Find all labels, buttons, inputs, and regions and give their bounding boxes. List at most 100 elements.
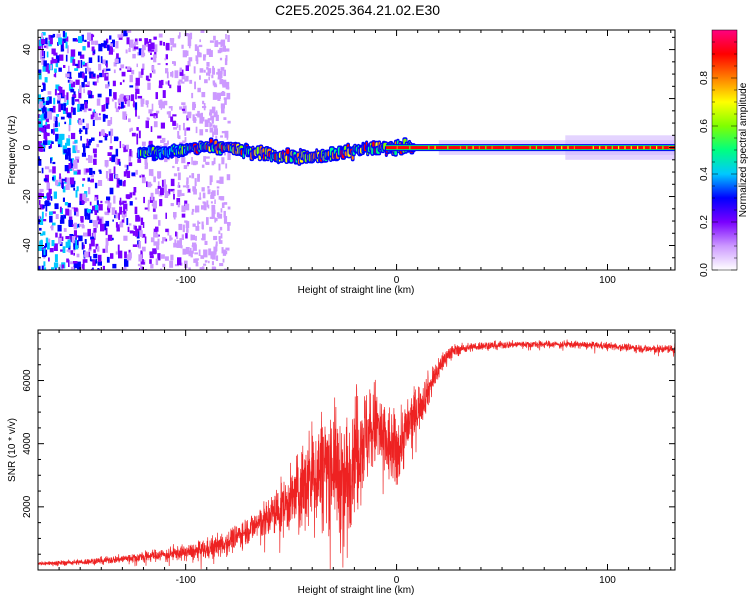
spectrogram-noise-cell bbox=[112, 263, 117, 269]
spectrogram-noise-cell bbox=[68, 65, 70, 74]
spectrogram-carrier-segment bbox=[662, 146, 664, 150]
spectrogram-noise-cell bbox=[224, 58, 228, 66]
spectrogram-noise-cell bbox=[50, 196, 53, 201]
spectrogram-noise-cell bbox=[187, 61, 191, 67]
spectrogram-noise-cell bbox=[64, 36, 69, 42]
spectrogram-noise-cell bbox=[67, 147, 71, 156]
spectrogram-noise-cell bbox=[176, 123, 179, 128]
spectrogram-noise-cell bbox=[78, 130, 83, 132]
spectrogram-noise-cell bbox=[188, 45, 191, 49]
spectrogram-noise-cell bbox=[45, 212, 47, 217]
spectrogram-noise-cell bbox=[82, 193, 87, 201]
spectrogram-noise-cell bbox=[38, 94, 41, 98]
spectrogram-noise-cell bbox=[123, 171, 127, 177]
spectrogram-noise-cell bbox=[106, 68, 111, 71]
spectrogram-noise-cell bbox=[188, 189, 190, 193]
spectrogram-noise-cell bbox=[83, 145, 86, 153]
spectrogram-noise-cell bbox=[181, 44, 184, 49]
spectrogram-noise-cell bbox=[69, 168, 73, 171]
spectrogram-noise-cell bbox=[154, 115, 157, 120]
spectrogram-noise-cell bbox=[87, 90, 92, 95]
spectrogram-noise-cell bbox=[138, 225, 142, 231]
spectrogram-noise-cell bbox=[109, 35, 112, 40]
spectrogram-noise-cell bbox=[209, 127, 213, 133]
spectrogram-noise-cell bbox=[177, 81, 181, 85]
spectrogram-noise-cell bbox=[81, 264, 84, 269]
spectrogram-noise-cell bbox=[81, 72, 85, 79]
spectrogram-noise-cell bbox=[68, 123, 71, 132]
x-tick-label: 100 bbox=[599, 575, 616, 586]
spectrogram-noise-cell bbox=[81, 152, 86, 157]
spectrogram-noise-cell bbox=[157, 181, 160, 187]
spectrogram-noise-cell bbox=[129, 39, 134, 48]
spectrogram-noise-cell bbox=[163, 143, 168, 148]
spectrogram-noise-cell bbox=[39, 101, 43, 108]
spectrogram-noise-cell bbox=[70, 181, 75, 188]
spectrogram-noise-cell bbox=[227, 152, 231, 160]
spectrogram-noise-cell bbox=[181, 73, 186, 80]
spectrogram-noise-cell bbox=[203, 207, 207, 211]
spectrogram-noise-cell bbox=[115, 222, 118, 228]
spectrogram-noise-cell bbox=[45, 237, 49, 244]
spectrogram-noise-cell bbox=[135, 88, 140, 94]
spectrogram-carrier-segment bbox=[447, 146, 449, 150]
spectrogram-noise-cell bbox=[140, 98, 145, 105]
spectrogram-noise-cell bbox=[162, 263, 166, 268]
spectrogram-noise-cell bbox=[153, 113, 158, 119]
spectrogram-noise-cell bbox=[141, 233, 146, 238]
spectrogram-carrier-segment bbox=[599, 146, 601, 150]
spectrogram-noise-cell bbox=[66, 92, 69, 100]
spectrogram-noise-cell bbox=[177, 257, 182, 266]
spectrogram-noise-cell bbox=[166, 111, 169, 115]
spectrogram-noise-cell bbox=[220, 135, 223, 138]
spectrogram-noise-cell bbox=[209, 226, 213, 232]
spectrogram-noise-cell bbox=[99, 131, 101, 137]
snr-panel: -100 0 100 2000 4000 6000 Height of straight … bbox=[7, 329, 676, 596]
spectrogram-noise-cell bbox=[147, 203, 150, 212]
spectrogram-noise-cell bbox=[160, 139, 165, 143]
spectrogram-noise-cell bbox=[88, 139, 92, 143]
spectrogram-noise-cell bbox=[63, 65, 66, 68]
spectrogram-noise-cell bbox=[154, 233, 159, 238]
spectrogram-noise-cell bbox=[43, 45, 48, 48]
spectrogram-noise-cell bbox=[76, 240, 79, 248]
spectrogram-noise-cell bbox=[203, 54, 206, 61]
spectrogram-noise-cell bbox=[64, 165, 70, 172]
spectrogram-noise-cell bbox=[76, 261, 81, 270]
spectrogram-noise-cell bbox=[118, 179, 123, 186]
spectrogram-noise-cell bbox=[148, 39, 152, 43]
spectrogram-noise-cell bbox=[155, 226, 159, 232]
spectrogram-noise-cell bbox=[45, 37, 48, 45]
spectrogram-noise-cell bbox=[40, 193, 44, 197]
spectrogram-noise-cell bbox=[117, 34, 122, 38]
spectrogram-noise-cell bbox=[197, 173, 200, 182]
spectrogram-noise-cell bbox=[55, 116, 58, 122]
spectrogram-noise-cell bbox=[41, 33, 44, 40]
spectrogram-noise-cell bbox=[75, 99, 80, 102]
spectrogram-noise-cell bbox=[198, 44, 203, 48]
spectrogram-noise-cell bbox=[57, 95, 61, 101]
spectrogram-noise-cell bbox=[203, 69, 206, 73]
spectrogram-noise-cell bbox=[221, 82, 226, 86]
spectrogram-noise-cell bbox=[216, 212, 220, 218]
spectrogram-carrier-segment bbox=[434, 146, 436, 150]
spectrogram-noise-cell bbox=[191, 92, 194, 99]
spectrogram-noise-cell bbox=[185, 75, 189, 82]
spectrogram-noise-cell bbox=[227, 120, 231, 124]
spectrogram-noise-cell bbox=[187, 38, 192, 47]
spectrogram-noise-cell bbox=[129, 192, 133, 198]
spectrogram-noise-cell bbox=[83, 232, 88, 237]
spectrogram-noise-cell bbox=[50, 60, 53, 67]
spectrogram-noise-cell bbox=[224, 130, 229, 138]
spectrogram-carrier-segment bbox=[523, 146, 525, 150]
spectrogram-noise-cell bbox=[186, 226, 188, 233]
spectrogram-noise-cell bbox=[92, 260, 96, 266]
spectrogram-noise-cell bbox=[98, 43, 103, 52]
spectrogram-noise-cell bbox=[76, 65, 79, 69]
spectrogram-noise-cell bbox=[137, 263, 141, 267]
spectrogram-noise-cell bbox=[138, 254, 143, 262]
spectrogram-noise-cell bbox=[59, 173, 61, 179]
spectrogram-noise-cell bbox=[216, 72, 219, 75]
spectrogram-noise-cell bbox=[160, 187, 164, 196]
spectrogram-noise-cell bbox=[144, 207, 149, 210]
